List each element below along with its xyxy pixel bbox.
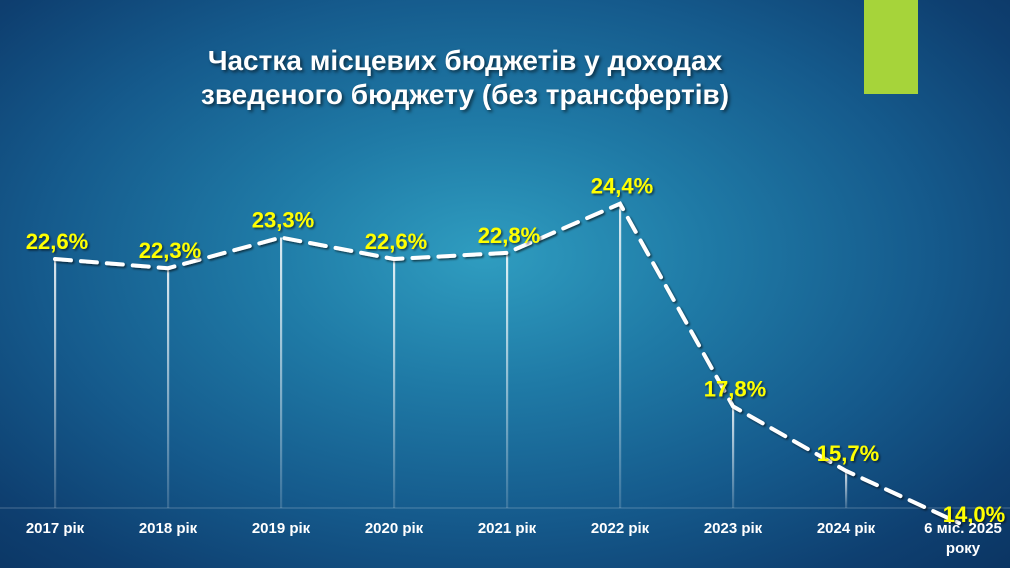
drop-line-1 xyxy=(167,268,170,508)
series-line xyxy=(53,201,961,526)
drop-line-0 xyxy=(54,259,57,508)
x-tick-label-8: 6 міс. 2025 року xyxy=(924,520,1002,557)
x-tick-label-4: 2021 рік xyxy=(478,520,537,537)
x-tick-label-3: 2020 рік xyxy=(365,520,424,537)
x-tick-label-6: 2023 рік xyxy=(704,520,763,537)
value-label-4: 22,8% xyxy=(478,223,540,248)
x-tick-label-1: 2018 рік xyxy=(139,520,198,537)
x-tick-label-5: 2022 рік xyxy=(591,520,650,537)
x-tick-label-7: 2024 рік xyxy=(817,520,876,537)
drop-line-6 xyxy=(732,406,735,508)
drop-line-7 xyxy=(845,470,848,508)
drop-line-4 xyxy=(506,252,509,508)
value-label-3: 22,6% xyxy=(365,229,427,254)
accent-rectangle xyxy=(864,0,918,94)
chart-title-line-1: Частка місцевих бюджетів у доходах xyxy=(207,45,723,76)
x-tick-label-0: 2017 рік xyxy=(26,520,85,537)
chart-title-line-2: зведеного бюджету (без трансфертів) xyxy=(200,79,730,110)
value-label-0: 22,6% xyxy=(26,229,88,254)
value-label-1: 22,3% xyxy=(139,238,201,263)
value-label-6: 17,8% xyxy=(704,376,766,401)
drop-line-5 xyxy=(619,203,622,509)
value-label-2: 23,3% xyxy=(252,208,314,233)
chart-title: Частка місцевих бюджетів у доходах зведе… xyxy=(110,44,820,112)
value-label-7: 15,7% xyxy=(817,441,879,466)
drop-line-3 xyxy=(393,259,396,508)
value-label-8: 14,0% xyxy=(943,502,1005,527)
drop-line-2 xyxy=(280,237,283,508)
x-tick-label-2: 2019 рік xyxy=(252,520,311,537)
value-label-5: 24,4% xyxy=(591,174,653,199)
